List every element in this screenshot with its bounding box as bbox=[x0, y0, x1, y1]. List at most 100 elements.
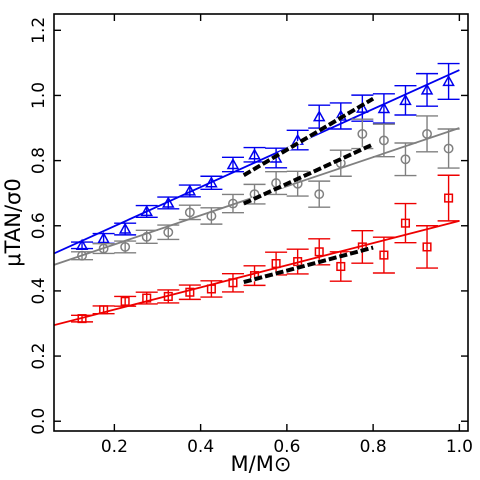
x-tick-label: 1.0 bbox=[446, 437, 473, 457]
axis-ticks: 0.2 0.4 0.6 0.8 1.0 0.0 0.2 0.4 0.6 0.8 1.0 1.2 bbox=[29, 14, 473, 457]
data-point bbox=[243, 146, 266, 163]
square-marker bbox=[120, 296, 130, 306]
data-point bbox=[200, 207, 223, 225]
y-tick-label: 1.0 bbox=[29, 82, 49, 109]
triangle-marker bbox=[205, 176, 218, 188]
square-marker bbox=[99, 305, 109, 315]
data-point bbox=[221, 193, 244, 214]
data-point bbox=[135, 229, 158, 245]
square-marker bbox=[228, 278, 238, 288]
data-point bbox=[114, 222, 137, 236]
data-point bbox=[308, 180, 331, 208]
circle-marker bbox=[228, 198, 238, 209]
data-point bbox=[286, 248, 309, 275]
data-point bbox=[437, 128, 460, 169]
square-marker bbox=[314, 247, 324, 257]
data-point bbox=[178, 284, 201, 301]
data-point bbox=[157, 289, 180, 304]
triangle-marker bbox=[442, 74, 455, 87]
plot-area bbox=[54, 62, 460, 326]
square-marker bbox=[206, 284, 216, 294]
y-tick-label: 1.2 bbox=[29, 17, 49, 44]
circle-marker bbox=[378, 135, 389, 146]
square-marker bbox=[336, 261, 346, 272]
dashed-fit-line bbox=[242, 96, 375, 177]
triangle-marker bbox=[420, 83, 434, 95]
data-point bbox=[372, 123, 395, 158]
circle-marker bbox=[163, 227, 174, 238]
triangle-marker bbox=[312, 110, 326, 122]
y-tick-label: 0.0 bbox=[29, 408, 49, 435]
square-marker bbox=[77, 314, 87, 324]
data-point bbox=[372, 93, 395, 124]
circle-marker bbox=[422, 128, 432, 139]
data-point bbox=[157, 224, 180, 241]
x-axis-label: M/M⊙ bbox=[231, 452, 292, 476]
dashed-fit-line bbox=[243, 245, 374, 285]
x-tick-label: 0.6 bbox=[273, 437, 300, 457]
data-point bbox=[135, 204, 158, 218]
plot-frame bbox=[53, 13, 469, 432]
triangle-marker bbox=[248, 148, 261, 160]
data-point bbox=[178, 184, 201, 198]
circle-marker bbox=[357, 128, 368, 139]
triangle-marker bbox=[226, 157, 240, 170]
data-point bbox=[351, 229, 374, 264]
circle-marker bbox=[314, 189, 325, 200]
triangle-marker bbox=[162, 196, 175, 208]
y-tick-label: 0.4 bbox=[29, 277, 49, 304]
data-point bbox=[71, 314, 94, 324]
fit-line bbox=[54, 219, 460, 326]
data-point bbox=[200, 175, 223, 190]
square-marker bbox=[422, 242, 432, 252]
triangle-marker bbox=[140, 204, 153, 217]
square-marker bbox=[293, 257, 303, 267]
data-point bbox=[92, 242, 115, 255]
data-point bbox=[394, 202, 417, 244]
data-point bbox=[200, 280, 223, 298]
data-point bbox=[92, 305, 115, 315]
data-point bbox=[437, 174, 460, 222]
circle-marker bbox=[400, 154, 411, 165]
data-point bbox=[394, 84, 417, 116]
data-point bbox=[372, 236, 395, 274]
circle-marker bbox=[120, 241, 131, 252]
data-point bbox=[221, 272, 244, 293]
data-point bbox=[135, 291, 158, 305]
square-marker bbox=[379, 250, 389, 260]
square-marker bbox=[400, 218, 411, 228]
square-marker bbox=[271, 258, 281, 269]
data-point bbox=[178, 204, 201, 221]
y-tick-label: 0.6 bbox=[29, 212, 49, 239]
y-tick-label: 0.2 bbox=[29, 343, 49, 370]
data-point bbox=[221, 156, 244, 173]
triangle-marker bbox=[183, 184, 197, 196]
triangle-marker bbox=[75, 238, 89, 251]
data-point bbox=[114, 240, 137, 254]
data-point bbox=[437, 62, 460, 101]
data-point bbox=[157, 196, 180, 210]
triangle-marker bbox=[118, 222, 132, 234]
data-point bbox=[394, 142, 417, 177]
square-marker bbox=[185, 287, 195, 297]
data-point bbox=[114, 295, 137, 307]
x-tick-label: 0.4 bbox=[187, 437, 214, 457]
x-tick-label: 0.8 bbox=[360, 437, 387, 457]
circle-marker bbox=[184, 207, 195, 218]
square-marker bbox=[163, 291, 173, 302]
y-tick-label: 0.8 bbox=[29, 147, 49, 174]
circle-marker bbox=[443, 143, 454, 154]
triangle-marker bbox=[399, 93, 412, 106]
x-tick-label: 0.2 bbox=[101, 437, 128, 457]
circle-marker bbox=[206, 211, 217, 221]
data-point bbox=[416, 115, 439, 153]
y-axis-label: μTAN/σ0 bbox=[1, 178, 25, 266]
triangle-marker bbox=[97, 231, 110, 244]
square-marker bbox=[444, 193, 454, 203]
circle-marker bbox=[141, 231, 152, 242]
data-point bbox=[416, 72, 439, 107]
data-point bbox=[71, 238, 94, 251]
triangle-marker bbox=[377, 101, 391, 114]
dashed-fit-line bbox=[242, 142, 374, 206]
data-point bbox=[416, 225, 439, 269]
